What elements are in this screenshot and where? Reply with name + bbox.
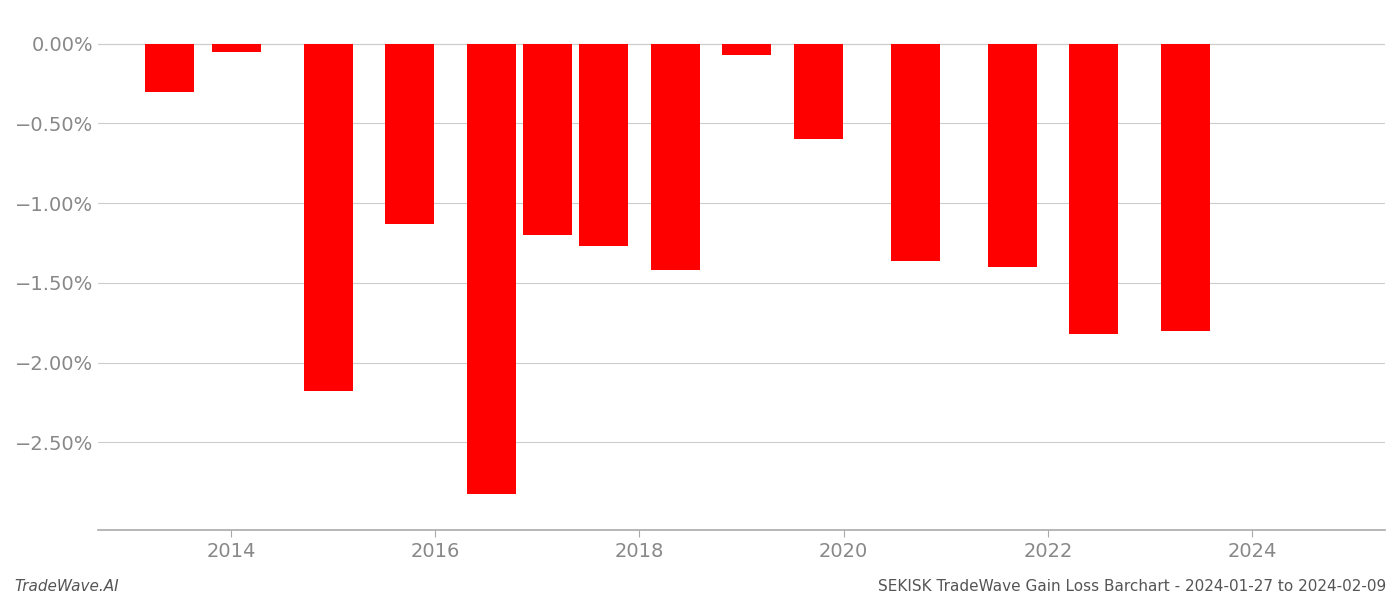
Text: SEKISK TradeWave Gain Loss Barchart - 2024-01-27 to 2024-02-09: SEKISK TradeWave Gain Loss Barchart - 20… [878, 579, 1386, 594]
Bar [580, 44, 629, 246]
Text: TradeWave.AI: TradeWave.AI [14, 579, 119, 594]
Bar [385, 44, 434, 224]
Bar [651, 44, 700, 270]
Bar [468, 44, 517, 494]
Bar [304, 44, 353, 391]
Bar [1070, 44, 1119, 334]
Bar [524, 44, 573, 235]
Bar [890, 44, 939, 260]
Bar [146, 44, 195, 92]
Bar [722, 44, 771, 55]
Bar [211, 44, 260, 52]
Bar [1162, 44, 1211, 331]
Bar [988, 44, 1037, 267]
Bar [794, 44, 843, 139]
